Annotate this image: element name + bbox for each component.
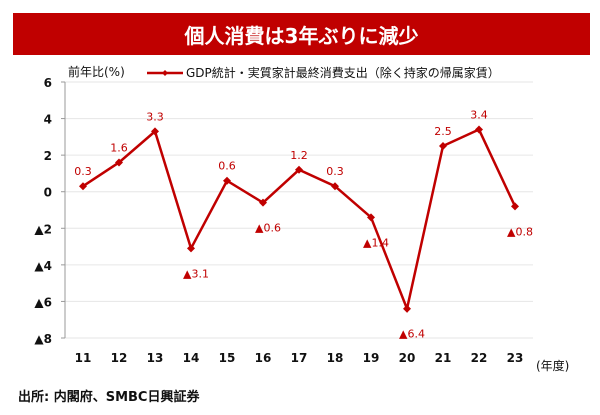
data-point — [367, 213, 375, 222]
x-tick-label: 23 — [507, 351, 524, 365]
data-label: 3.4 — [470, 109, 488, 122]
legend-marker — [162, 70, 168, 76]
data-point — [511, 202, 519, 211]
x-tick-label: 11 — [75, 351, 92, 365]
data-point — [403, 304, 411, 313]
data-label: 1.6 — [110, 141, 128, 154]
y-tick-label: ▲4 — [34, 259, 52, 273]
data-point — [151, 127, 159, 136]
y-tick-label: 0 — [44, 186, 52, 200]
x-tick-label: 22 — [471, 351, 488, 365]
data-label: 2.5 — [434, 125, 452, 138]
data-point — [475, 125, 483, 134]
y-tick-label: ▲2 — [34, 222, 52, 236]
data-point — [259, 198, 267, 207]
x-tick-label: 16 — [255, 351, 272, 365]
x-tick-label: 12 — [111, 351, 128, 365]
source-note: 出所: 内閣府、SMBC日興証券 — [18, 390, 200, 405]
data-label: 1.2 — [290, 149, 308, 162]
data-point — [295, 165, 303, 174]
data-label: ▲3.1 — [183, 267, 209, 280]
y-tick-label: ▲8 — [34, 332, 52, 346]
data-label: 0.3 — [74, 165, 92, 178]
data-label: ▲6.4 — [399, 328, 425, 341]
x-tick-label: 19 — [363, 351, 380, 365]
x-tick-label: 14 — [183, 351, 200, 365]
y-tick-label: 2 — [44, 149, 52, 163]
data-label: 3.3 — [146, 110, 164, 123]
chart-title: 個人消費は3年ぶりに減少 — [13, 13, 590, 55]
data-point — [223, 176, 231, 185]
data-point — [187, 244, 195, 253]
data-label: ▲0.6 — [255, 222, 281, 235]
x-tick-label: 20 — [399, 351, 416, 365]
x-axis-label: (年度) — [536, 358, 569, 373]
x-tick-label: 18 — [327, 351, 344, 365]
data-label: ▲0.8 — [507, 225, 533, 238]
data-point — [439, 142, 447, 150]
y-tick-label: 4 — [44, 113, 52, 127]
x-tick-label: 21 — [435, 351, 452, 365]
data-point — [331, 182, 339, 191]
y-axis-label: 前年比(%) — [68, 64, 125, 79]
x-tick-label: 13 — [147, 351, 164, 365]
y-tick-label: 6 — [44, 76, 52, 90]
data-point — [115, 158, 123, 167]
x-tick-label: 15 — [219, 351, 236, 365]
data-label: 0.6 — [218, 160, 236, 173]
legend-label: GDP統計・実質家計最終消費支出（除く持家の帰属家賃） — [186, 65, 500, 80]
data-label: ▲1.4 — [363, 236, 389, 249]
data-point — [79, 182, 87, 191]
x-tick-label: 17 — [291, 351, 308, 365]
y-tick-label: ▲6 — [34, 295, 52, 309]
data-label: 0.3 — [326, 165, 344, 178]
